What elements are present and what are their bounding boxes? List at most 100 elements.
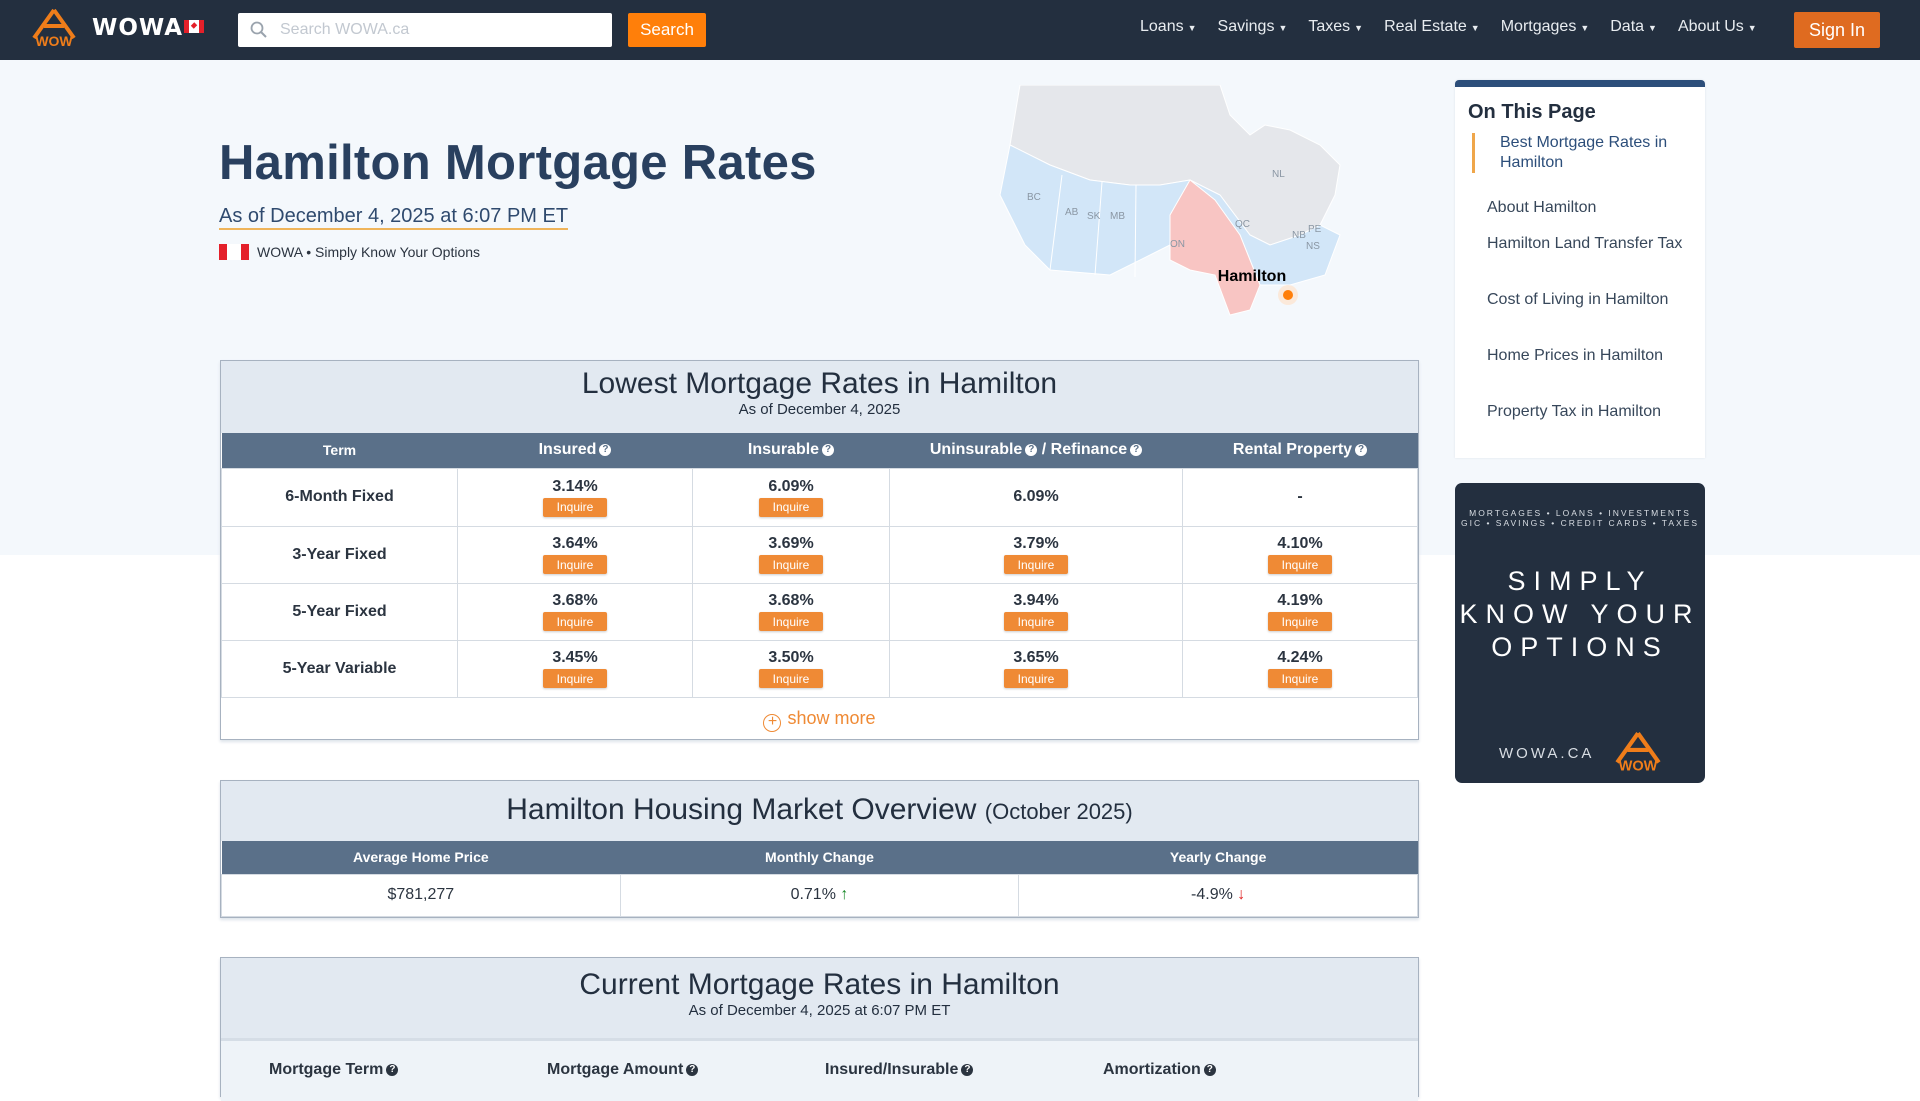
toc-item-property-tax[interactable]: Property Tax in Hamilton xyxy=(1487,403,1661,420)
change-value: 0.71% xyxy=(790,886,836,903)
map-label: MB xyxy=(1110,211,1125,222)
rate-value: 4.10% xyxy=(1277,535,1323,552)
rate-value: 4.24% xyxy=(1277,649,1323,666)
filter-label: Mortgage Amount xyxy=(547,1061,684,1078)
average-price: $781,277 xyxy=(221,873,621,917)
filter-mortgage-amount[interactable]: Mortgage Amount? xyxy=(547,1061,699,1079)
inquire-button[interactable]: Inquire xyxy=(759,555,823,574)
menu-about-us[interactable]: About Us ▼ xyxy=(1678,18,1757,36)
col-label: / Refinance xyxy=(1041,441,1128,459)
map-label: SK xyxy=(1087,211,1101,222)
toc-item-land-transfer-tax[interactable]: Hamilton Land Transfer Tax xyxy=(1487,235,1683,252)
ad-line-2: GIC • SAVINGS • CREDIT CARDS • TAXES xyxy=(1460,518,1700,528)
menu-label: Savings xyxy=(1217,18,1275,35)
menu-savings[interactable]: Savings ▼ xyxy=(1218,18,1288,36)
arrow-up-icon: ↑ xyxy=(840,886,849,903)
rate-cell: 3.45% Inquire xyxy=(457,639,693,698)
rate-cell: 4.19% Inquire xyxy=(1182,582,1418,641)
tagline: WOWA • Simply Know Your Options xyxy=(219,244,480,260)
help-icon[interactable]: ? xyxy=(599,444,612,457)
wowa-logo-icon[interactable]: WOW xyxy=(30,8,78,48)
sign-in-button[interactable]: Sign In xyxy=(1794,12,1880,48)
toc-item-home-prices[interactable]: Home Prices in Hamilton xyxy=(1487,347,1664,364)
map-label: NB xyxy=(1292,230,1306,241)
filter-insured[interactable]: Insured/Insurable? xyxy=(825,1061,974,1079)
table-header: Lowest Mortgage Rates in Hamilton As of … xyxy=(221,361,1418,433)
rate-cell: 3.50% Inquire xyxy=(692,639,890,698)
help-icon[interactable]: ? xyxy=(822,444,835,457)
rate-value: 3.68% xyxy=(768,592,814,609)
map-label: AB xyxy=(1065,207,1079,218)
menu-real-estate[interactable]: Real Estate ▼ xyxy=(1384,18,1480,36)
inquire-button[interactable]: Inquire xyxy=(1268,555,1332,574)
table-header: Current Mortgage Rates in Hamilton As of… xyxy=(221,958,1418,1041)
inquire-button[interactable]: Inquire xyxy=(1268,669,1332,688)
map-label: PE xyxy=(1308,224,1322,235)
rate-value: 3.45% xyxy=(552,649,598,666)
inquire-button[interactable]: Inquire xyxy=(1004,612,1068,631)
help-icon[interactable]: ? xyxy=(386,1064,399,1076)
change-value: -4.9% xyxy=(1191,886,1233,903)
svg-text:WOW: WOW xyxy=(1619,759,1658,773)
filter-label: Insured/Insurable xyxy=(825,1061,959,1078)
help-icon[interactable]: ? xyxy=(686,1064,699,1076)
show-more-button[interactable]: + show more xyxy=(221,698,1418,739)
rate-value: 6.09% xyxy=(768,477,814,495)
inquire-button[interactable]: Inquire xyxy=(543,555,607,574)
table-title: Lowest Mortgage Rates in Hamilton xyxy=(581,367,1058,400)
col-rental: Rental Property? xyxy=(1182,433,1418,468)
search-button[interactable]: Search xyxy=(628,13,706,47)
menu-taxes[interactable]: Taxes ▼ xyxy=(1308,18,1363,36)
rate-value: 3.65% xyxy=(1013,649,1059,666)
rate-cell: 6.09% Inquire xyxy=(692,467,890,527)
brand-name[interactable]: WOWA xyxy=(92,15,184,41)
search-input[interactable] xyxy=(280,13,600,47)
caret-down-icon: ▼ xyxy=(1470,23,1480,33)
rate-cell: 4.10% Inquire xyxy=(1182,525,1418,584)
help-icon[interactable]: ? xyxy=(1130,444,1143,457)
inquire-button[interactable]: Inquire xyxy=(543,669,607,688)
inquire-button[interactable]: Inquire xyxy=(1004,669,1068,688)
toc-item-cost-of-living[interactable]: Cost of Living in Hamilton xyxy=(1487,291,1669,308)
rate-value: 4.19% xyxy=(1277,592,1323,609)
help-icon[interactable]: ? xyxy=(1025,444,1038,457)
caret-down-icon: ▼ xyxy=(1580,23,1590,33)
ad-banner[interactable]: MORTGAGES • LOANS • INVESTMENTS GIC • SA… xyxy=(1455,483,1705,783)
inquire-button[interactable]: Inquire xyxy=(543,612,607,631)
rate-cell: - xyxy=(1182,467,1418,527)
top-nav: WOW WOWA Search Loans▼ Savings▼ Taxes▼ R… xyxy=(0,0,1920,60)
filter-mortgage-term[interactable]: Mortgage Term? xyxy=(269,1061,399,1079)
help-icon[interactable]: ? xyxy=(961,1064,974,1076)
ad-url: WOWA.CA xyxy=(1499,745,1595,762)
inquire-button[interactable]: Inquire xyxy=(543,497,607,517)
caret-down-icon: ▼ xyxy=(1278,23,1288,33)
inquire-button[interactable]: Inquire xyxy=(759,497,823,517)
toc-item-about[interactable]: About Hamilton xyxy=(1487,199,1597,216)
term-cell: 5-Year Fixed xyxy=(221,582,458,641)
toc-item-best-rates[interactable]: Best Mortgage Rates in Hamilton xyxy=(1472,133,1692,173)
col-term: Term xyxy=(221,433,458,468)
menu-mortgages[interactable]: Mortgages ▼ xyxy=(1501,18,1590,36)
housing-market-table: Hamilton Housing Market Overview (Octobe… xyxy=(220,780,1419,918)
rate-value: 3.14% xyxy=(552,477,598,495)
menu-data[interactable]: Data ▼ xyxy=(1610,18,1657,36)
menu-loans[interactable]: Loans ▼ xyxy=(1140,18,1197,36)
rate-cell: 3.65% Inquire xyxy=(889,639,1183,698)
help-icon[interactable]: ? xyxy=(1203,1064,1216,1076)
term-cell: 6-Month Fixed xyxy=(221,467,458,527)
inquire-button[interactable]: Inquire xyxy=(1268,612,1332,631)
inquire-button[interactable]: Inquire xyxy=(1004,555,1068,574)
table-row: 6-Month Fixed 3.14% Inquire 6.09% Inquire … xyxy=(221,467,1418,527)
table-header: Hamilton Housing Market Overview (Octobe… xyxy=(221,781,1418,841)
help-icon[interactable]: ? xyxy=(1355,444,1368,457)
filter-amortization[interactable]: Amortization? xyxy=(1103,1061,1216,1079)
inquire-button[interactable]: Inquire xyxy=(759,669,823,688)
col-average-price: Average Home Price xyxy=(221,841,621,874)
city-marker xyxy=(1283,290,1293,300)
rate-cell: 3.68% Inquire xyxy=(457,582,693,641)
col-insurable: Insurable? xyxy=(692,433,890,468)
rate-cell: 3.64% Inquire xyxy=(457,525,693,584)
rate-cell: 3.14% Inquire xyxy=(457,467,693,527)
inquire-button[interactable]: Inquire xyxy=(759,612,823,631)
wowa-logo-icon: WOW xyxy=(1615,732,1661,773)
